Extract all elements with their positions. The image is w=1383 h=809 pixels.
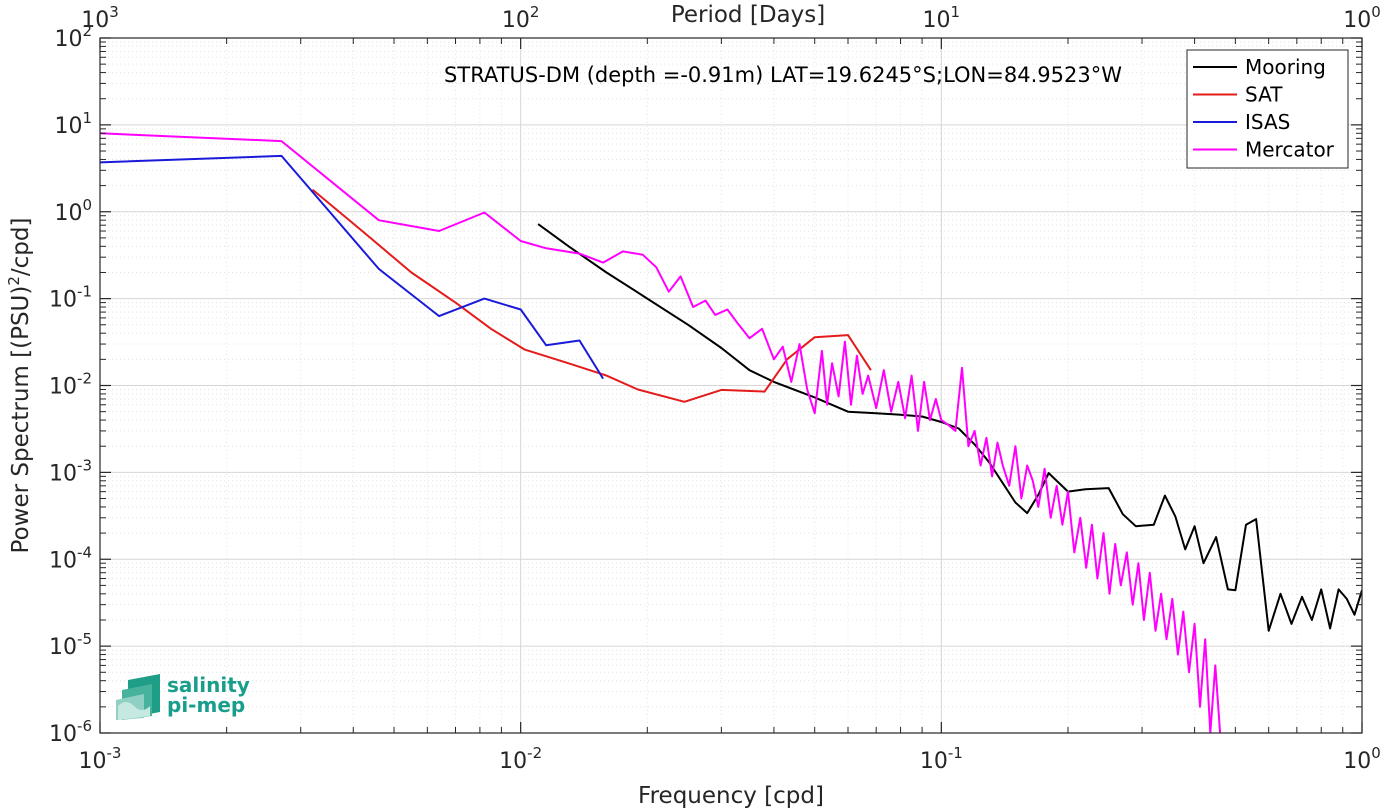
series-line-sat (311, 188, 872, 403)
top-axis-label: Period [Days] (671, 2, 825, 28)
legend-box (1186, 49, 1349, 169)
top-tick-label: 103 (81, 3, 119, 33)
y-axis-label-superscript: 2 (5, 276, 23, 286)
logo-text-line1: salinity (167, 673, 250, 697)
legend: Mooring SAT ISAS Mercator (1186, 49, 1349, 169)
legend-label-mercator: Mercator (1245, 138, 1335, 162)
y-tick-label: 10-4 (49, 543, 92, 573)
chart-annotation: STRATUS-DM (depth =-0.91m) LAT=19.6245°S… (444, 63, 1122, 87)
y-tick-label: 10-6 (49, 717, 92, 747)
top-tick-label: 102 (502, 3, 540, 33)
x-tick-label: 10-2 (499, 744, 542, 774)
logo-icon (116, 674, 160, 720)
x-tick-label: 10-3 (79, 744, 122, 774)
logo-text-line2: pi-mep (167, 693, 245, 717)
y-tick-label: 10-3 (49, 456, 92, 486)
salinity-pi-mep-logo: salinity pi-mep (116, 673, 250, 720)
series-line-mooring (537, 223, 1362, 632)
series-line-isas (100, 154, 604, 380)
y-axis-label-main: Power Spectrum [(PSU) (8, 286, 34, 554)
y-tick-label: 10-2 (49, 370, 92, 400)
y-tick-label: 101 (54, 109, 92, 139)
top-tick-label: 100 (1343, 3, 1381, 33)
series-line-mercator (100, 132, 1222, 733)
y-tick-label: 10-5 (49, 630, 92, 660)
y-axis-label: Power Spectrum [(PSU)2/cpd] (5, 218, 34, 554)
major-grid (99, 37, 1363, 734)
y-tick-label: 10-1 (49, 283, 92, 313)
x-tick-label: 10-1 (920, 744, 963, 774)
legend-label-mooring: Mooring (1245, 55, 1326, 79)
x-tick-label: 100 (1343, 744, 1381, 774)
legend-label-sat: SAT (1245, 83, 1283, 107)
legend-label-isas: ISAS (1245, 110, 1290, 134)
y-axis-label-tail: /cpd] (8, 218, 34, 277)
y-tick-label: 102 (54, 22, 92, 52)
top-tick-label: 101 (923, 3, 961, 33)
legend-items: Mooring SAT ISAS Mercator (1193, 55, 1335, 162)
tick-marks (99, 37, 1363, 734)
series-layer (100, 132, 1362, 733)
x-axis-label: Frequency [cpd] (638, 783, 824, 809)
y-tick-label: 100 (54, 196, 92, 226)
